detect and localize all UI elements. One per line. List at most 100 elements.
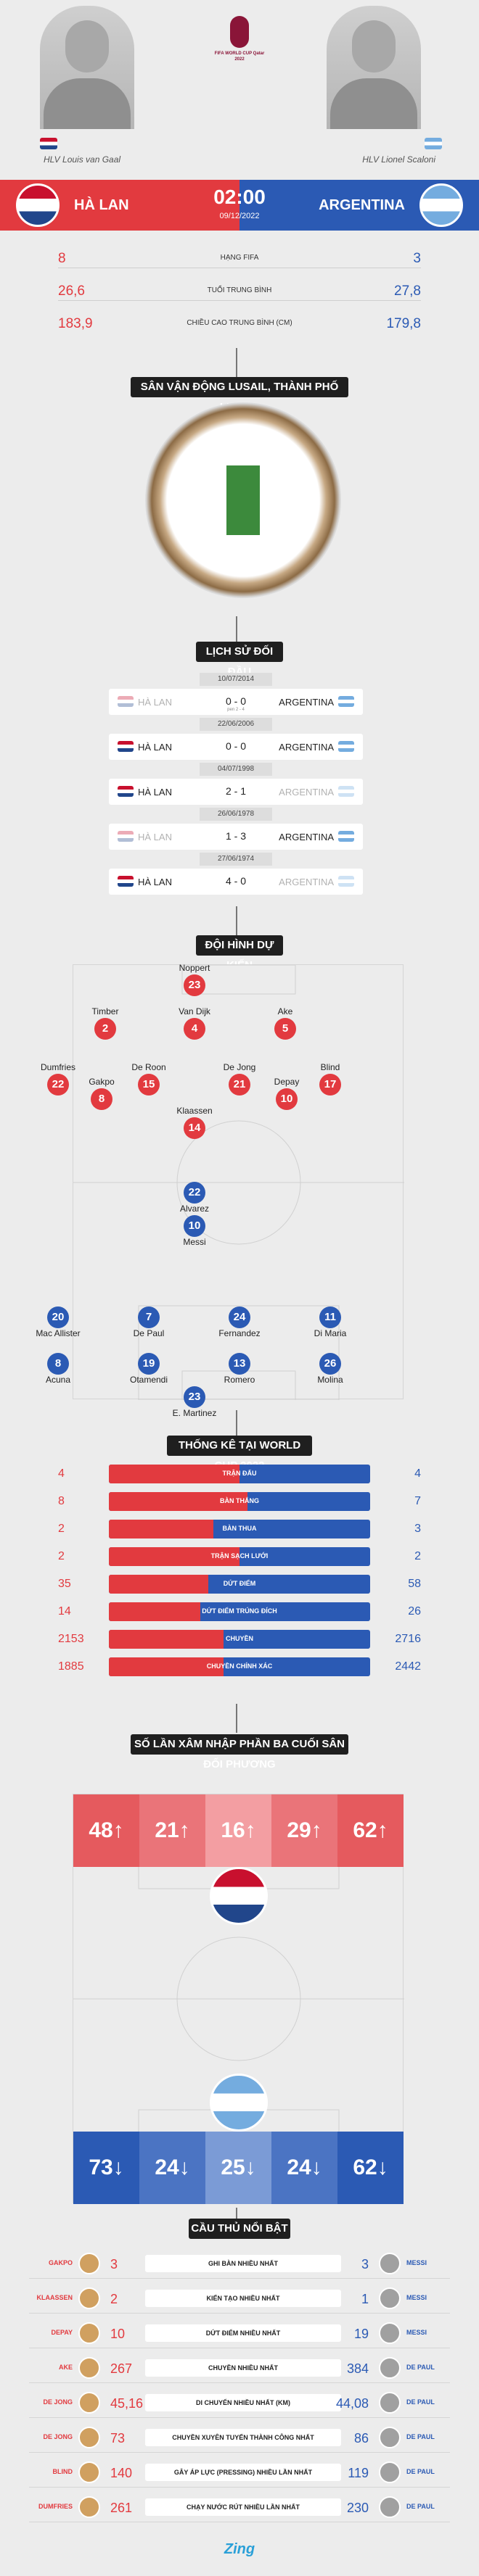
player-number: 19 [138,1353,160,1375]
stat-row: 35 DỨT ĐIỂM 58 [58,1573,421,1595]
player-left-name: KLAASSEN [36,2294,73,2301]
history-team-right: ARGENTINA [279,742,334,753]
player-name: Alvarez [179,1204,209,1214]
stat-bar: TRẬN ĐẤU [109,1465,370,1483]
argentina-flag-icon [338,696,354,707]
player-left-value: 3 [110,2257,118,2271]
player-name: Di Maria [314,1328,347,1338]
player-number: 7 [138,1306,160,1328]
stat-label: DỨT ĐIỂM TRÚNG ĐÍCH [202,1607,277,1615]
history-team-left: HÀ LAN [138,742,172,753]
top-player-label: GÂY ÁP LỰC (PRESSING) NHIỀU LẦN NHẤT [145,2464,341,2481]
top-player-row: AKE 267 CHUYỀN NHIỀU NHẤT 384 DE PAUL [29,2354,450,2383]
top-player-row: GAKPO 3 GHI BÀN NHIỀU NHẤT 3 MESSI [29,2250,450,2279]
stat-row: 14 DỨT ĐIỂM TRÚNG ĐÍCH 26 [58,1601,421,1623]
incursion-pitch: 48↑ 21↑ 16↑ 29↑ 62↑ 73↓ 24↓ 25↓ 24↓ 62↓ [73,1794,404,2204]
compare-right: 3 [413,251,421,266]
compare-label: TUỔI TRUNG BÌNH [207,286,272,294]
incursion-zone-nl: 62↑ [337,1794,404,1867]
player-right-avatar [379,2287,401,2309]
top-player-label: CHUYỀN NHIỀU NHẤT [145,2359,341,2377]
player-right-avatar [379,2322,401,2344]
player-number: 24 [229,1306,250,1328]
stat-bar: CHUYỀN CHÍNH XÁC [109,1657,370,1676]
top-player-label: CHẠY NƯỚC RÚT NHIỀU LẦN NHẤT [145,2498,341,2516]
stat-label: CHUYỀN [225,1635,253,1642]
stat-bar: BÀN THẮNG [109,1492,370,1511]
player-name: Romero [224,1375,255,1385]
top-player-row: BLIND 140 GÂY ÁP LỰC (PRESSING) NHIỀU LẦN … [29,2459,450,2488]
score-bar: HÀ LAN ARGENTINA 02:00 09/12/2022 [0,180,479,231]
player-right-name: DE PAUL [406,2364,435,2371]
team-left: HÀ LAN [74,197,129,213]
player: 24 Fernandez [196,1306,283,1340]
stat-left: 8 [58,1495,65,1507]
player-right-name: MESSI [406,2329,427,2336]
stat-right: 4 [414,1467,421,1480]
match-header: FIFA WORLD CUP Qatar 2022 HLV Louis van … [0,0,479,185]
stat-right: 2716 [395,1633,421,1645]
player-number: 4 [184,1018,205,1040]
stat-label: BÀN THẮNG [220,1497,259,1504]
player: 22 Alvarez [151,1182,238,1215]
kickoff-time: 02:00 [213,186,266,208]
stat-row: 2153 CHUYỀN 2716 [58,1628,421,1650]
compare-label: CHIỀU CAO TRUNG BÌNH (CM) [187,319,292,327]
history-team-right: ARGENTINA [279,877,334,887]
history-team-right: ARGENTINA [279,697,334,708]
top-player-label: GHI BÀN NHIỀU NHẤT [145,2255,341,2272]
player-name: Ake [277,1006,293,1016]
stat-row: 4 TRẬN ĐẤU 4 [58,1463,421,1485]
player: Timber 2 [62,1006,149,1040]
history-team-left: HÀ LAN [138,877,172,887]
incursion-zone-nl: 48↑ [73,1794,139,1867]
netherlands-flag-icon [118,741,134,752]
player-right-name: MESSI [406,2294,427,2301]
history-date: 04/07/1998 [200,763,272,776]
player: 19 Otamendi [105,1353,192,1386]
player-left-value: 261 [110,2501,133,2515]
history-team-right: ARGENTINA [279,832,334,842]
incursion-zone-ar: 24↓ [139,2132,205,2204]
player: Van Dijk 4 [151,1006,238,1040]
player: Dumfries 22 [15,1062,102,1096]
stat-left: 1885 [58,1660,84,1673]
player-name: Fernandez [218,1328,261,1338]
player: 23 E. Martinez [151,1386,238,1420]
player-name: Messi [183,1237,206,1247]
player-name: Depay [274,1077,300,1087]
stat-left: 35 [58,1578,71,1590]
lineup-title: ĐỘI HÌNH DỰ KIẾN [196,935,283,972]
argentina-ball-icon [210,2074,268,2132]
player-number: 22 [47,1074,69,1096]
netherlands-big-flag-icon [16,183,60,227]
compare-left: 8 [58,251,66,266]
player-left-name: DE JONG [43,2433,73,2440]
player-left-name: BLIND [52,2468,73,2475]
compare-label: HẠNG FIFA [220,254,259,262]
history-team-left: HÀ LAN [138,787,172,798]
player-number: 23 [184,974,205,996]
player-left-avatar [78,2253,100,2274]
player: 11 Di Maria [287,1306,374,1340]
stat-right: 2442 [395,1660,421,1673]
player-right-avatar [379,2427,401,2448]
player-left-avatar [78,2496,100,2518]
player-right-avatar [379,2253,401,2274]
stat-bar: DỨT ĐIỂM [109,1575,370,1594]
stat-label: TRẬN ĐẤU [222,1470,257,1477]
coach-right-name: HLV Lionel Scaloni [362,154,435,165]
stat-row: 2 TRẬN SẠCH LƯỚI 2 [58,1546,421,1567]
player: Noppert 23 [151,963,238,996]
player-number: 13 [229,1353,250,1375]
player-name: Klaassen [176,1106,213,1116]
player-right-value: 230 [346,2501,369,2515]
top-player-label: CHUYỀN XUYÊN TUYẾN THÀNH CÔNG NHẤT [145,2429,341,2446]
netherlands-flag-icon [118,831,134,842]
argentina-flag-icon [425,138,442,149]
player-number: 22 [184,1182,205,1204]
player: De Roon 15 [105,1062,192,1096]
top-player-label: DỨT ĐIỂM NHIỀU NHẤT [145,2324,341,2342]
player-name: Dumfries [40,1062,75,1072]
stat-left: 4 [58,1467,65,1480]
